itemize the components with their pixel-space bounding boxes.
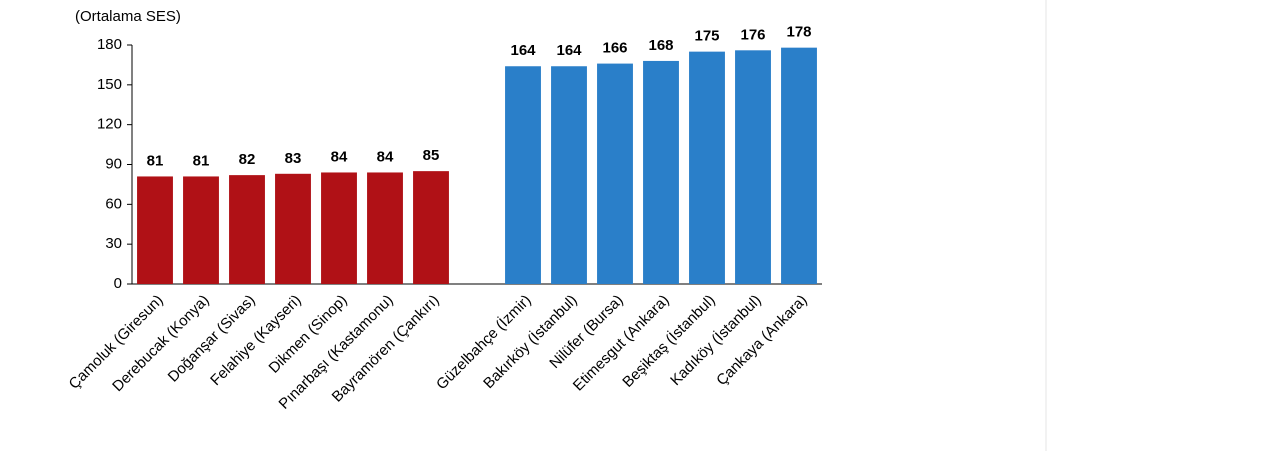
y-axis-title: (Ortalama SES) — [75, 8, 181, 25]
y-tick-label: 30 — [105, 235, 122, 252]
value-label: 176 — [740, 26, 765, 43]
value-label: 175 — [694, 28, 719, 45]
bar — [643, 60, 679, 284]
bar — [275, 173, 311, 284]
y-tick-label: 90 — [105, 155, 122, 172]
y-tick-label: 120 — [97, 116, 122, 133]
bar — [597, 63, 633, 284]
value-label: 82 — [239, 151, 256, 168]
value-label: 166 — [602, 40, 627, 57]
bar — [735, 50, 771, 284]
bar — [781, 47, 817, 285]
y-tick-label: 150 — [97, 76, 122, 93]
y-tick-label: 180 — [97, 36, 122, 53]
x-tick-label: Dikmen (Sinop) — [266, 292, 351, 377]
bar — [229, 175, 265, 284]
value-label: 81 — [147, 152, 164, 169]
bar — [137, 176, 173, 284]
value-label: 84 — [377, 148, 394, 165]
value-label: 178 — [786, 24, 811, 41]
bar — [689, 51, 725, 285]
value-label: 84 — [331, 148, 348, 165]
bar — [413, 171, 449, 284]
value-label: 168 — [648, 37, 673, 54]
value-label: 164 — [510, 42, 536, 59]
bar — [505, 66, 541, 284]
value-label: 164 — [556, 42, 582, 59]
value-label: 83 — [285, 150, 302, 167]
value-label: 85 — [423, 147, 440, 164]
y-tick-label: 60 — [105, 195, 122, 212]
bar — [367, 172, 403, 284]
bar — [183, 176, 219, 284]
bar — [321, 172, 357, 284]
bar — [551, 66, 587, 284]
value-label: 81 — [193, 152, 210, 169]
y-tick-label: 0 — [114, 275, 122, 292]
